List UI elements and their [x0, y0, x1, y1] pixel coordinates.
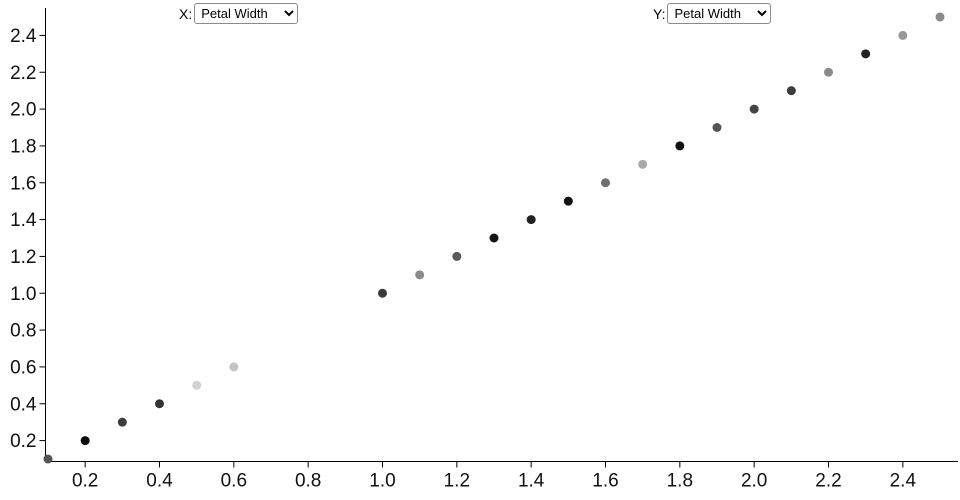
x-tick-label: 1.4: [518, 471, 545, 492]
data-point: [824, 67, 833, 77]
y-tick-label: 2.4: [10, 26, 37, 47]
y-tick-label: 1.2: [10, 247, 36, 268]
data-point: [192, 380, 202, 390]
data-point: [415, 270, 425, 280]
x-tick-label: 2.2: [815, 471, 841, 492]
x-axis-label: X:: [179, 5, 193, 22]
y-tick-label: 1.0: [10, 284, 36, 305]
data-point: [861, 49, 871, 59]
data-point: [675, 141, 685, 151]
data-point: [43, 454, 53, 464]
data-point: [526, 215, 536, 225]
data-point: [80, 436, 90, 446]
y-axis-label: Y:: [653, 5, 666, 22]
data-point: [378, 288, 387, 298]
x-tick-label: 2.0: [741, 471, 767, 492]
y-tick-label: 0.8: [10, 321, 36, 342]
y-tick-label: 0.2: [10, 431, 36, 452]
data-point: [712, 123, 722, 132]
y-axis-control: Y: Petal Width: [653, 3, 772, 24]
data-point: [898, 30, 908, 40]
data-point: [563, 196, 573, 206]
x-tick-label: 1.8: [667, 471, 693, 492]
x-tick-label: 1.2: [444, 471, 470, 492]
y-tick-label: 1.4: [10, 210, 37, 231]
data-point: [117, 417, 127, 427]
data-point: [749, 104, 759, 114]
x-tick-label: 0.6: [221, 471, 247, 492]
y-tick-label: 2.2: [10, 63, 36, 84]
x-axis-control: X: Petal Width: [179, 3, 299, 24]
x-tick-label: 0.4: [146, 471, 173, 492]
y-tick-label: 2.0: [10, 100, 36, 121]
x-tick-label: 0.8: [295, 471, 321, 492]
data-point: [155, 399, 164, 409]
x-tick-label: 0.2: [72, 471, 98, 492]
data-point: [489, 233, 499, 243]
data-point: [786, 86, 796, 96]
y-tick-label: 0.4: [10, 394, 37, 415]
x-tick-label: 1.6: [592, 471, 618, 492]
x-axis-select[interactable]: Petal Width: [194, 3, 299, 24]
data-point: [229, 362, 239, 372]
data-point: [638, 159, 648, 169]
x-tick-label: 2.4: [890, 471, 917, 492]
x-tick-label: 1.0: [369, 471, 395, 492]
data-point: [601, 178, 610, 188]
y-tick-label: 1.8: [10, 136, 36, 157]
data-point: [452, 251, 462, 261]
y-tick-label: 1.6: [10, 173, 36, 194]
data-point: [935, 12, 945, 22]
y-tick-label: 0.6: [10, 357, 36, 378]
y-axis-select[interactable]: Petal Width: [667, 3, 772, 24]
